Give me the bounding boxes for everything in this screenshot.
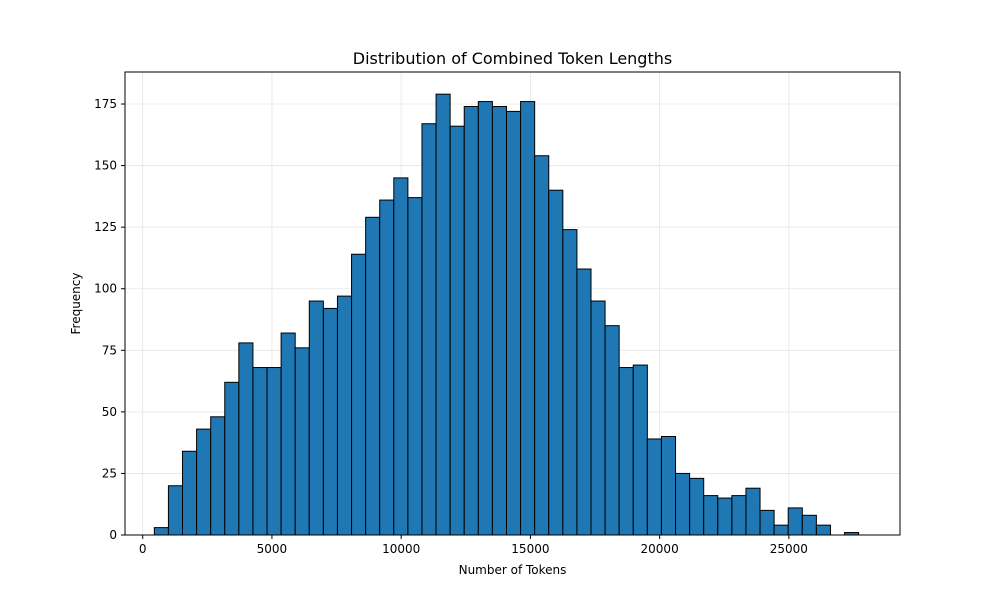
x-axis-label: Number of Tokens bbox=[459, 563, 567, 577]
y-tick-label: 75 bbox=[102, 343, 117, 357]
y-axis-label: Frequency bbox=[69, 273, 83, 335]
histogram-bar bbox=[336, 295, 353, 536]
histogram-bar bbox=[407, 197, 423, 536]
histogram-bar bbox=[548, 189, 564, 536]
x-axis-ticks: 0 5000 10000 15000 20000 25000 bbox=[139, 535, 808, 556]
histogram-bar bbox=[646, 438, 662, 536]
histogram-bar bbox=[463, 105, 479, 536]
histogram-bar bbox=[689, 477, 705, 536]
histogram-bar bbox=[308, 300, 324, 536]
y-tick-label: 25 bbox=[102, 466, 117, 480]
x-tick-label: 15000 bbox=[511, 542, 549, 556]
histogram-bar bbox=[322, 307, 338, 536]
histogram-bar bbox=[604, 325, 620, 536]
histogram-bar bbox=[224, 381, 240, 536]
y-tick-label: 0 bbox=[109, 528, 117, 542]
histogram-bar bbox=[449, 125, 465, 536]
histogram-bar bbox=[266, 367, 282, 536]
histogram-bar bbox=[238, 342, 254, 536]
histogram-bar bbox=[153, 527, 169, 536]
y-tick-label: 125 bbox=[94, 220, 117, 234]
histogram-bar bbox=[590, 300, 606, 536]
histogram-bar bbox=[675, 472, 691, 536]
histogram-bar bbox=[745, 487, 761, 536]
histogram-bar bbox=[379, 199, 395, 536]
histogram-bars bbox=[153, 93, 860, 536]
y-tick-label: 175 bbox=[94, 97, 117, 111]
y-tick-label: 50 bbox=[102, 405, 117, 419]
y-tick-label: 100 bbox=[94, 282, 117, 296]
histogram-bar bbox=[210, 416, 226, 536]
histogram-bar bbox=[520, 101, 536, 536]
histogram-bar bbox=[435, 93, 451, 536]
histogram-bar bbox=[351, 253, 367, 536]
histogram-bar bbox=[773, 524, 789, 536]
histogram-bar bbox=[421, 123, 437, 536]
histogram-bar bbox=[505, 110, 522, 536]
histogram-bar bbox=[731, 495, 747, 536]
histogram-bar bbox=[294, 347, 310, 536]
histogram-bar bbox=[562, 229, 578, 536]
histogram-bar bbox=[182, 450, 198, 536]
histogram-bar bbox=[280, 332, 296, 536]
plot-frame bbox=[124, 71, 901, 536]
histogram-bar bbox=[252, 367, 268, 536]
histogram-bar bbox=[534, 155, 550, 536]
x-tick-label: 20000 bbox=[641, 542, 679, 556]
histogram-bar bbox=[393, 177, 409, 536]
histogram-bar bbox=[576, 268, 592, 536]
histogram-bar bbox=[632, 364, 648, 536]
histogram-bar bbox=[660, 435, 677, 536]
y-tick-label: 150 bbox=[94, 159, 117, 173]
histogram-bar bbox=[759, 509, 775, 536]
histogram-bar bbox=[801, 514, 817, 536]
chart-title: Distribution of Combined Token Lengths bbox=[353, 49, 672, 68]
y-axis-ticks: 0 25 50 75 100 125 150 175 bbox=[94, 97, 125, 542]
x-tick-label: 10000 bbox=[382, 542, 420, 556]
x-tick-label: 5000 bbox=[257, 542, 288, 556]
histogram-bar bbox=[717, 497, 733, 536]
x-tick-label: 0 bbox=[139, 542, 147, 556]
histogram-bar bbox=[703, 495, 719, 536]
histogram-bar bbox=[815, 524, 831, 536]
x-tick-label: 25000 bbox=[770, 542, 808, 556]
histogram-bar bbox=[787, 507, 803, 536]
histogram-bar bbox=[491, 105, 507, 536]
histogram-bar bbox=[365, 216, 381, 536]
histogram-bar bbox=[618, 367, 634, 536]
histogram-bar bbox=[477, 101, 493, 536]
histogram-bar bbox=[167, 485, 184, 536]
histogram-bar bbox=[196, 428, 212, 536]
